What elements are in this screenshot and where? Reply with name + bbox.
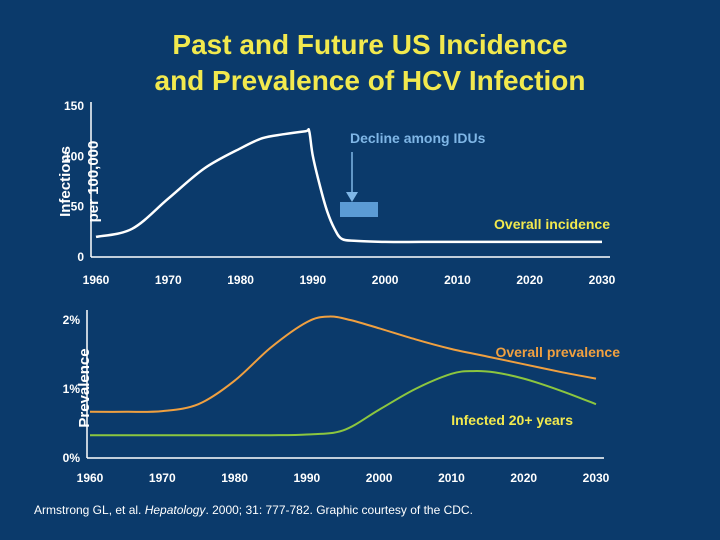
incidence-line [95, 127, 602, 244]
y-axis-label-line-1: Infections [57, 146, 74, 217]
citation-journal: Hepatology [144, 503, 206, 517]
y-tick-label: 1% [63, 382, 81, 396]
y-tick-label: 2% [63, 313, 81, 327]
x-tick-label: 2030 [583, 471, 610, 485]
prevalence-chart: 0% 1% 2% 1960 1970 1980 1990 2000 2010 2020 2030 Pr… [63, 310, 620, 485]
x-tick-label: 1970 [155, 273, 182, 287]
citation-prefix: Armstrong GL, et al. [34, 503, 145, 517]
y-tick-label: 0% [63, 451, 81, 465]
x-tick-label: 1980 [227, 273, 254, 287]
x-tick-label: 2000 [366, 471, 393, 485]
chart-title-line-2: and Prevalence of HCV Infection [154, 65, 586, 96]
y-tick-label: 150 [64, 99, 84, 113]
x-tick-label: 1960 [77, 471, 104, 485]
y-axis-label: Prevalence [76, 348, 93, 427]
incidence-chart: 0 50 100 150 1960 1970 1980 1990 2000 2010 2020 203… [57, 99, 616, 287]
overall-incidence-label: Overall incidence [494, 216, 610, 232]
y-tick-label: 0 [77, 250, 84, 264]
idu-arrow-head [346, 192, 358, 202]
x-tick-label: 2020 [516, 273, 543, 287]
x-tick-label: 1980 [221, 471, 248, 485]
x-tick-label: 1990 [294, 471, 321, 485]
y-tick-label: 50 [71, 200, 85, 214]
y-tick-label: 100 [64, 149, 84, 163]
source-citation: Armstrong GL, et al. Hepatology. 2000; 3… [34, 503, 473, 517]
idu-marker-box [340, 202, 378, 217]
infected-20-years-label: Infected 20+ years [451, 412, 573, 428]
x-tick-label: 2030 [589, 273, 616, 287]
x-tick-label: 2000 [372, 273, 399, 287]
x-tick-label: 1990 [300, 273, 327, 287]
citation-suffix: . 2000; 31: 777-782. Graphic courtesy of… [205, 503, 473, 517]
chart-title-line-1: Past and Future US Incidence [172, 29, 568, 60]
y-axis-label-line-2: per 100,000 [85, 141, 102, 223]
x-tick-label: 2010 [438, 471, 465, 485]
x-tick-label: 1970 [149, 471, 176, 485]
x-tick-label: 1960 [83, 273, 110, 287]
x-tick-label: 2010 [444, 273, 471, 287]
x-tick-label: 2020 [510, 471, 537, 485]
infected-20-years-line [89, 370, 597, 437]
idu-decline-label: Decline among IDUs [350, 130, 486, 146]
overall-prevalence-line [89, 315, 597, 413]
overall-prevalence-label: Overall prevalence [495, 344, 620, 360]
